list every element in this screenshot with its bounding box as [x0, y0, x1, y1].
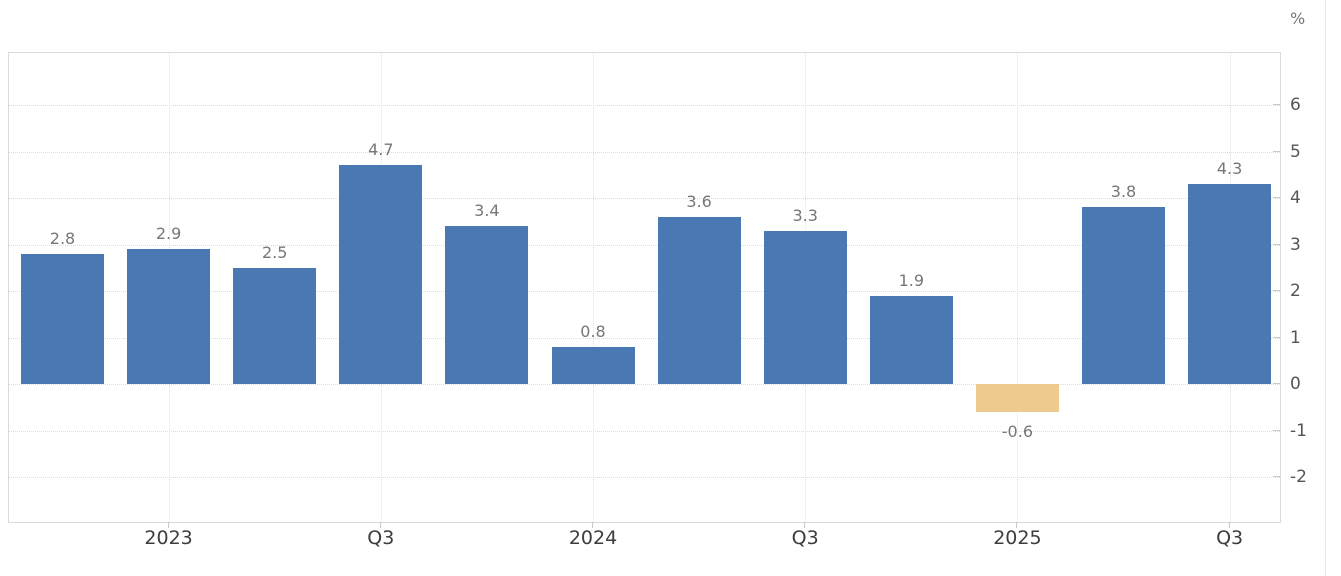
x-axis-label: 2023 [144, 527, 193, 549]
bar[interactable] [127, 249, 211, 384]
x-axis-tick [379, 522, 381, 528]
y-axis-label: -2 [1290, 467, 1307, 487]
y-axis-label: 0 [1290, 374, 1301, 394]
y-axis-label: 1 [1290, 327, 1301, 348]
h-gridline [9, 477, 1280, 478]
bar[interactable] [657, 216, 741, 384]
v-gridline [1017, 53, 1019, 522]
y-axis-tick [1273, 429, 1280, 431]
bar-value-label: 2.9 [155, 224, 182, 244]
x-axis-tick [1228, 522, 1230, 528]
h-gridline [9, 105, 1280, 106]
h-gridline [9, 244, 1280, 246]
bar-value-label: 3.8 [1110, 182, 1137, 202]
y-axis-label: 3 [1290, 234, 1301, 255]
y-axis-tick [1273, 243, 1280, 245]
h-gridline [9, 337, 1280, 339]
y-axis-label: 4 [1290, 188, 1301, 208]
y-axis-tick [1273, 290, 1280, 291]
x-axis-label: Q3 [791, 527, 819, 549]
y-axis-unit-label: % [1290, 9, 1306, 28]
page-divider-rule [1325, 0, 1326, 576]
y-axis-label: -1 [1290, 420, 1307, 441]
x-axis-tick [592, 522, 593, 528]
bar-value-label: 4.3 [1216, 159, 1243, 179]
bar[interactable] [763, 230, 847, 384]
bar-value-label: 3.4 [474, 200, 500, 220]
h-gridline [9, 198, 1280, 199]
bar[interactable] [975, 384, 1059, 412]
v-gridline [593, 53, 594, 522]
bar-value-label: 2.5 [261, 242, 288, 262]
bar[interactable] [1188, 184, 1272, 384]
y-axis-tick [1273, 150, 1280, 152]
x-axis-label: 2025 [993, 527, 1042, 549]
y-axis-tick [1273, 336, 1280, 338]
y-axis-tick [1273, 197, 1280, 198]
x-axis-tick [1016, 522, 1018, 528]
bar-value-label: 1.9 [898, 270, 925, 290]
bar[interactable] [869, 295, 953, 384]
bar[interactable] [551, 346, 635, 384]
y-axis-tick [1273, 104, 1280, 105]
bar[interactable] [445, 225, 529, 384]
h-gridline [9, 151, 1280, 153]
bar-value-label: 2.8 [49, 228, 76, 248]
bar-value-label: -0.6 [1001, 421, 1033, 441]
bar[interactable] [21, 253, 104, 384]
x-axis-label: Q3 [367, 527, 395, 549]
bar-value-label: 4.7 [368, 140, 394, 160]
x-axis-tick [167, 522, 169, 528]
y-axis-label: 5 [1290, 141, 1301, 162]
h-gridline [9, 430, 1280, 432]
bar-value-label: 3.6 [686, 191, 712, 211]
h-gridline [9, 291, 1280, 292]
x-axis-label: 2024 [568, 527, 618, 549]
y-axis-label: 2 [1290, 281, 1301, 301]
plot-area [8, 52, 1281, 523]
y-axis-tick [1273, 476, 1280, 477]
bar[interactable] [1082, 207, 1165, 384]
bar[interactable] [233, 267, 317, 384]
y-axis-label: 6 [1290, 95, 1301, 115]
x-axis-tick [804, 522, 806, 528]
bar[interactable] [339, 165, 423, 384]
x-axis-label: Q3 [1216, 527, 1244, 549]
bar-value-label: 3.3 [792, 205, 818, 225]
bar-value-label: 0.8 [580, 321, 606, 341]
h-gridline [9, 384, 1280, 385]
y-axis-tick [1273, 383, 1280, 384]
